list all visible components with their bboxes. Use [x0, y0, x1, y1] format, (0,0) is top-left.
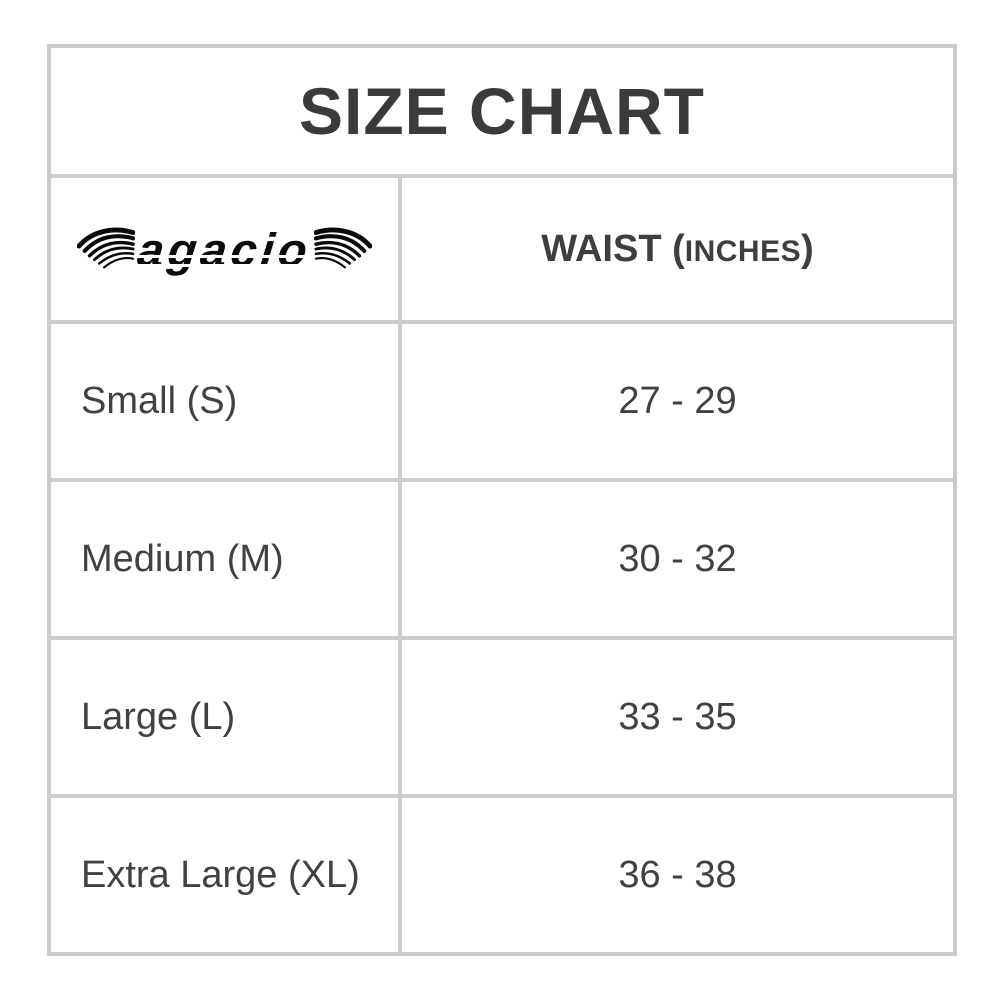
waist-range-medium: 30 - 32 [398, 478, 957, 640]
waist-header-close: ) [801, 227, 814, 270]
table-row: Medium (M) 30 - 32 [47, 478, 957, 640]
table-row: Large (L) 33 - 35 [47, 636, 957, 798]
table-row: Extra Large (XL) 36 - 38 [47, 794, 957, 956]
waist-header-main: WAIST ( [541, 227, 685, 270]
waist-range-large: 33 - 35 [398, 636, 957, 798]
size-label-medium: Medium (M) [47, 478, 402, 640]
size-chart-table: SIZE CHART agacio [47, 44, 957, 956]
waist-range-extra-large: 36 - 38 [398, 794, 957, 956]
table-row: Small (S) 27 - 29 [47, 320, 957, 482]
size-label-small: Small (S) [47, 320, 402, 482]
size-label-extra-large: Extra Large (XL) [47, 794, 402, 956]
brand-cell: agacio [47, 174, 402, 324]
chart-title: SIZE CHART [47, 44, 957, 178]
waist-range-small: 27 - 29 [398, 320, 957, 482]
brand-name: agacio [135, 222, 314, 276]
size-label-large: Large (L) [47, 636, 402, 798]
wing-right-icon [313, 227, 372, 269]
waist-header-cell: WAIST (INCHES) [398, 174, 957, 324]
waist-header-unit: INCHES [684, 234, 802, 268]
brand-logo: agacio [52, 222, 397, 276]
wing-left-icon [77, 227, 136, 269]
